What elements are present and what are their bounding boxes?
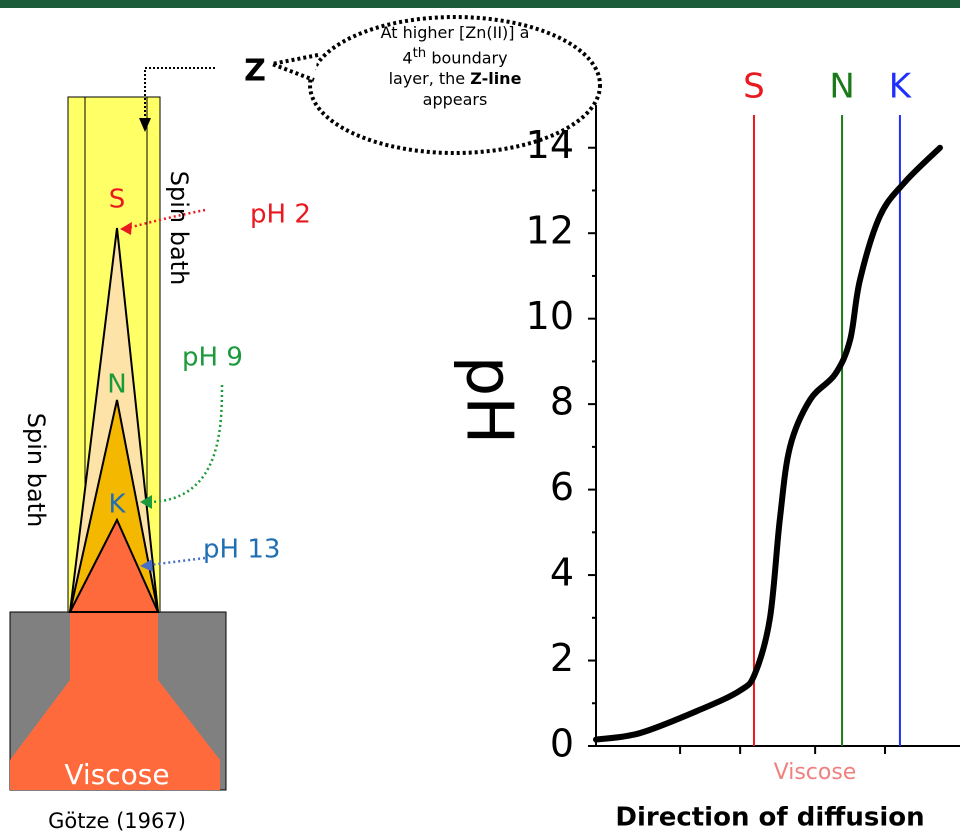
arrow-head	[139, 118, 151, 132]
arrow-head	[120, 222, 132, 235]
x-annotation: Viscose	[774, 760, 857, 785]
k-layer	[68, 517, 160, 613]
callout-line: At higher [Zn(II)] a	[380, 23, 530, 42]
ph-label: pH 13	[203, 535, 280, 565]
reference-label: N	[829, 67, 854, 107]
x-axis-label: Direction of diffusion	[615, 803, 924, 833]
spin-bath-label: Spin bath	[165, 171, 193, 286]
y-tick-label: 2	[550, 636, 574, 680]
ph-arrow	[149, 556, 206, 567]
arrow-head	[140, 495, 152, 509]
callout-sup: th	[412, 46, 427, 61]
ph-arrow	[149, 384, 224, 504]
z-label: Z	[244, 54, 266, 89]
y-tick-label: 0	[550, 722, 574, 766]
callout-line: appears	[422, 90, 488, 110]
y-tick-label: 8	[550, 380, 574, 424]
spin-bath-label: Spin bath	[22, 413, 50, 528]
arrow-head	[140, 559, 153, 572]
callout-ordinal: 4	[402, 48, 413, 68]
ph-label: pH 2	[250, 200, 311, 230]
callout-bubble	[308, 15, 602, 155]
callout-text: At higher [Zn(II)] a 4th boundary layer, t…	[360, 22, 550, 110]
chart: 0 2 4 6 8 10 12 14 pH Direction of diffusion Visco…	[451, 67, 960, 833]
y-axis-label: pH	[451, 356, 525, 445]
data-line	[593, 144, 943, 743]
layer-label: N	[107, 370, 126, 400]
y-tick-label: 12	[526, 209, 574, 253]
ph-arrow	[127, 208, 206, 230]
reference-label: S	[743, 67, 765, 107]
reference-label: K	[889, 67, 913, 107]
callout-line: boundary	[431, 48, 508, 68]
viscose-body	[10, 612, 220, 790]
callout-line: layer, the	[388, 69, 466, 89]
y-tick-label: 14	[526, 123, 574, 167]
viscose-label: Viscose	[64, 758, 169, 791]
callout-bold: Z-line	[470, 69, 522, 89]
y-tick-label: 10	[526, 294, 574, 338]
y-tick-label: 6	[550, 465, 574, 509]
header-bar	[0, 0, 960, 8]
y-tick-label: 4	[550, 551, 574, 595]
z-arrow	[144, 67, 215, 122]
ph-label: pH 9	[182, 343, 243, 373]
layer-label: S	[109, 185, 126, 215]
layer-label: K	[108, 490, 126, 520]
callout-tail	[264, 53, 319, 82]
source-label: Götze (1967)	[48, 809, 186, 833]
